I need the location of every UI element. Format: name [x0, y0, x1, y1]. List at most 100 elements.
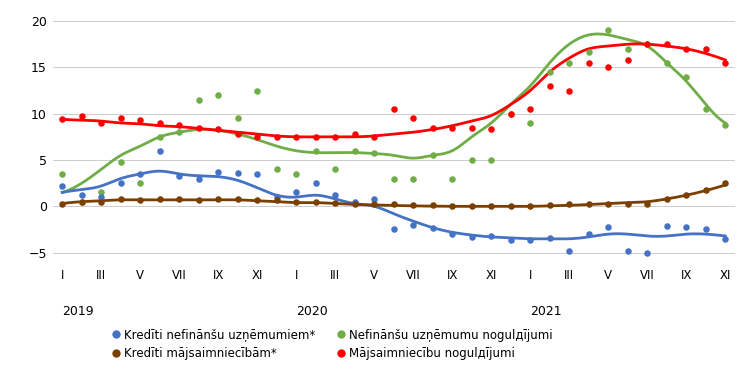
Point — [368, 196, 380, 202]
Point — [368, 201, 380, 208]
Point — [232, 170, 244, 176]
Point — [76, 199, 88, 205]
Point — [485, 157, 497, 163]
Point — [544, 83, 556, 89]
Point — [446, 231, 458, 237]
Point — [212, 169, 224, 175]
Point — [524, 106, 536, 112]
Point — [485, 203, 497, 209]
Point — [563, 201, 575, 208]
Point — [680, 223, 692, 230]
Point — [310, 180, 322, 186]
Point — [446, 203, 458, 209]
Point — [427, 202, 439, 209]
Point — [485, 233, 497, 239]
Point — [56, 171, 68, 177]
Point — [271, 194, 283, 200]
Point — [388, 106, 400, 112]
Point — [349, 131, 361, 137]
Point — [700, 226, 712, 232]
Point — [622, 248, 634, 254]
Point — [388, 175, 400, 181]
Point — [310, 134, 322, 140]
Point — [329, 192, 341, 198]
Point — [602, 223, 614, 230]
Point — [661, 196, 673, 202]
Point — [95, 189, 107, 196]
Point — [310, 199, 322, 205]
Point — [622, 57, 634, 63]
Point — [290, 134, 302, 140]
Point — [466, 124, 478, 131]
Point — [76, 113, 88, 119]
Point — [368, 149, 380, 156]
Point — [641, 41, 653, 47]
Point — [719, 180, 731, 186]
Point — [680, 46, 692, 52]
Point — [115, 115, 127, 122]
Point — [271, 166, 283, 172]
Point — [700, 187, 712, 193]
Point — [212, 92, 224, 98]
Point — [505, 111, 517, 117]
Point — [232, 115, 244, 122]
Point — [173, 122, 185, 128]
Point — [310, 148, 322, 154]
Point — [95, 194, 107, 200]
Point — [212, 196, 224, 202]
Point — [505, 111, 517, 117]
Point — [427, 152, 439, 158]
Point — [466, 203, 478, 209]
Point — [251, 87, 263, 94]
Point — [641, 200, 653, 207]
Point — [641, 250, 653, 256]
Point — [115, 159, 127, 165]
Point — [251, 134, 263, 140]
Point — [134, 180, 146, 186]
Point — [700, 46, 712, 52]
Point — [154, 196, 166, 202]
Point — [622, 201, 634, 208]
Point — [388, 201, 400, 208]
Text: 2021: 2021 — [530, 305, 562, 318]
Point — [524, 236, 536, 243]
Point — [329, 200, 341, 206]
Point — [700, 106, 712, 112]
Point — [115, 180, 127, 186]
Point — [407, 222, 419, 228]
Point — [56, 183, 68, 189]
Point — [368, 134, 380, 140]
Point — [719, 60, 731, 66]
Point — [407, 115, 419, 122]
Point — [544, 202, 556, 209]
Point — [680, 73, 692, 80]
Point — [661, 60, 673, 66]
Text: 2019: 2019 — [62, 305, 94, 318]
Point — [407, 175, 419, 181]
Point — [154, 134, 166, 140]
Point — [115, 196, 127, 202]
Point — [154, 148, 166, 154]
Point — [290, 171, 302, 177]
Point — [427, 124, 439, 131]
Point — [641, 41, 653, 47]
Point — [290, 189, 302, 196]
Point — [407, 202, 419, 209]
Point — [212, 126, 224, 132]
Point — [505, 203, 517, 209]
Point — [76, 192, 88, 198]
Point — [134, 171, 146, 177]
Point — [95, 199, 107, 205]
Point — [349, 148, 361, 154]
Point — [56, 200, 68, 207]
Point — [193, 97, 205, 103]
Point — [271, 134, 283, 140]
Point — [719, 236, 731, 242]
Point — [134, 197, 146, 203]
Point — [329, 166, 341, 172]
Point — [134, 117, 146, 123]
Point — [583, 60, 595, 66]
Point — [193, 124, 205, 131]
Point — [251, 197, 263, 203]
Point — [602, 27, 614, 33]
